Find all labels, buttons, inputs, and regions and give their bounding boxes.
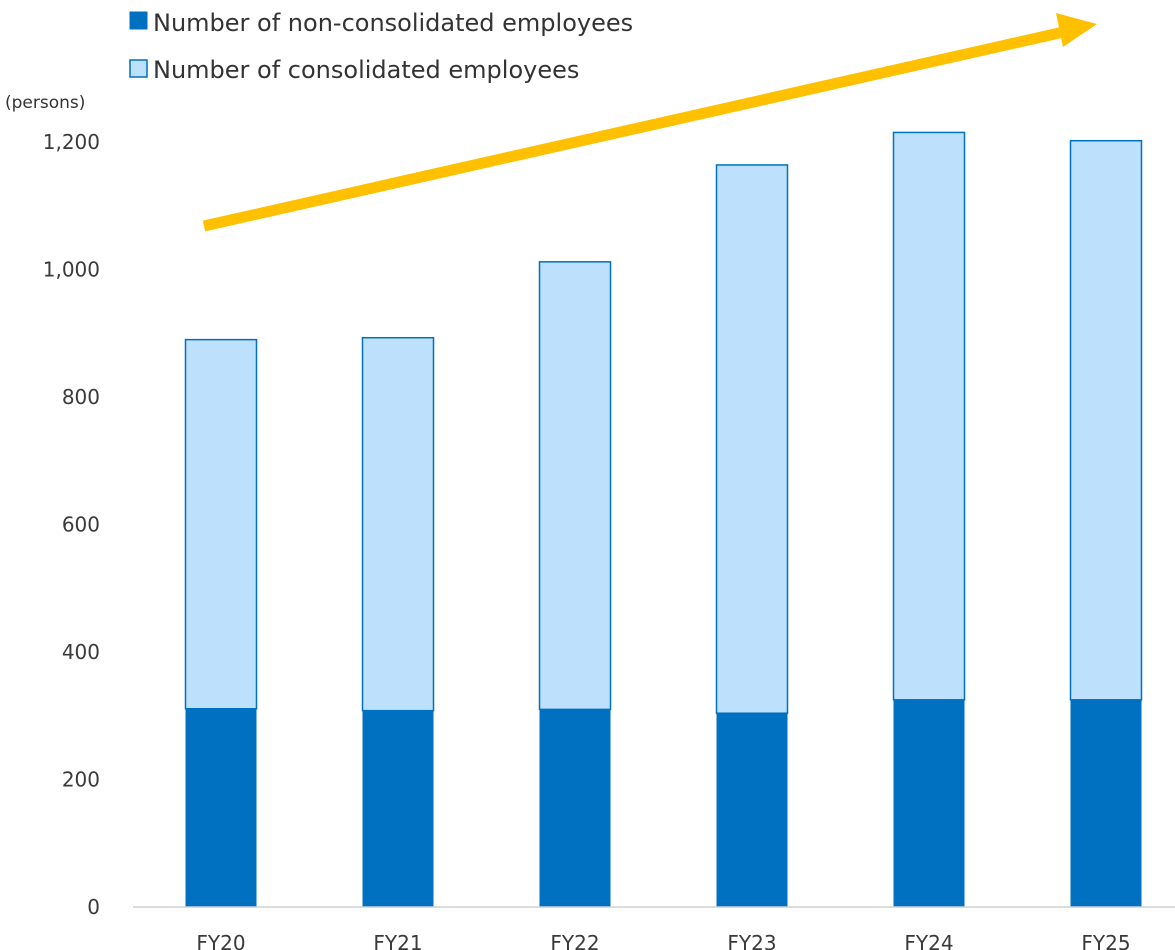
y-tick-label: 0 — [87, 895, 100, 919]
bar-consolidated — [361, 336, 435, 712]
x-axis-tick-labels: FY20 FY21 FY22 FY23 FY24 FY25 — [196, 931, 1130, 950]
bar-non-consolidated — [1070, 699, 1142, 907]
bar-consolidated — [184, 338, 258, 710]
y-tick-label: 400 — [62, 640, 100, 664]
x-tick-label: FY25 — [1081, 931, 1130, 950]
y-tick-label: 200 — [62, 768, 100, 792]
bar-consolidated — [892, 131, 966, 701]
y-tick-label: 1,200 — [43, 130, 100, 154]
y-axis-unit-label: (persons) — [5, 93, 85, 113]
legend-label-non-consolidated: Number of non-consolidated employees — [153, 9, 633, 37]
y-axis-tick-labels: 0 200 400 600 800 1,000 1,200 — [43, 130, 100, 919]
legend-label-consolidated: Number of consolidated employees — [153, 56, 579, 84]
y-tick-label: 600 — [62, 513, 100, 537]
x-tick-label: FY22 — [550, 931, 599, 950]
legend-swatch-non-consolidated — [129, 11, 148, 30]
bar-consolidated — [1069, 139, 1143, 701]
trend-arrow-head — [1056, 13, 1097, 47]
legend: Number of non-consolidated employees Num… — [129, 9, 633, 84]
bar-non-consolidated — [893, 699, 965, 907]
y-tick-label: 800 — [62, 385, 100, 409]
bar-non-consolidated — [185, 708, 257, 907]
bar-non-consolidated — [539, 709, 611, 907]
x-tick-label: FY21 — [373, 931, 422, 950]
y-tick-label: 1,000 — [43, 258, 100, 282]
trend-arrow — [202, 13, 1097, 232]
bar-non-consolidated — [716, 713, 788, 907]
x-tick-label: FY23 — [727, 931, 776, 950]
bar-consolidated — [715, 164, 789, 714]
legend-swatch-consolidated — [129, 59, 148, 78]
bars — [184, 131, 1143, 907]
x-tick-label: FY24 — [904, 931, 953, 950]
bar-non-consolidated — [362, 710, 434, 907]
bar-consolidated — [538, 261, 612, 711]
trend-arrow-shaft — [202, 25, 1070, 232]
x-tick-label: FY20 — [196, 931, 245, 950]
